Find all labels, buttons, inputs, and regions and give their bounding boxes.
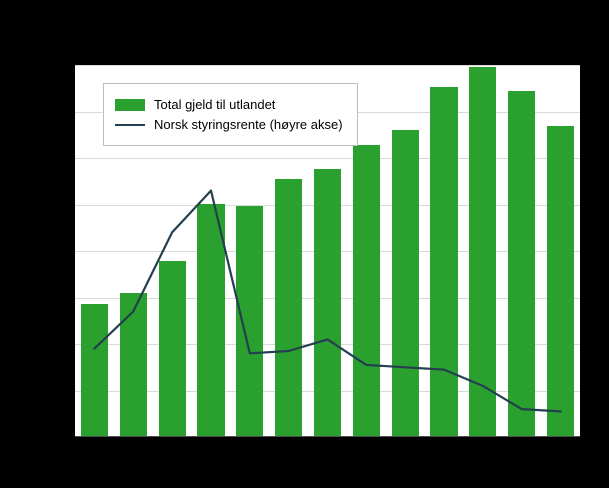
- bar: [158, 261, 186, 436]
- bar: [80, 303, 108, 436]
- bar: [197, 203, 225, 436]
- bar: [352, 144, 380, 436]
- bar: [236, 205, 264, 436]
- bar: [275, 178, 303, 436]
- bar-swatch-icon: [115, 98, 145, 111]
- bar: [119, 292, 147, 436]
- x-axis-line: [75, 436, 580, 437]
- legend-label-debt: Total gjeld til utlandet: [154, 97, 276, 112]
- bar: [313, 169, 342, 436]
- gridline: [75, 65, 580, 66]
- line-swatch-icon: [115, 119, 145, 131]
- legend-item-rate: Norsk styringsrente (høyre akse): [115, 116, 343, 133]
- bar: [508, 90, 536, 436]
- policy-rate-line: [93, 189, 562, 413]
- bar: [469, 66, 497, 436]
- legend: Total gjeld til utlandet Norsk styringsr…: [103, 83, 358, 146]
- legend-label-rate: Norsk styringsrente (høyre akse): [154, 117, 343, 132]
- legend-item-debt: Total gjeld til utlandet: [115, 96, 343, 113]
- bar: [546, 125, 575, 436]
- bar: [391, 130, 419, 436]
- gridline: [75, 158, 580, 159]
- bar: [430, 87, 458, 436]
- plot-area: Total gjeld til utlandet Norsk styringsr…: [75, 65, 580, 437]
